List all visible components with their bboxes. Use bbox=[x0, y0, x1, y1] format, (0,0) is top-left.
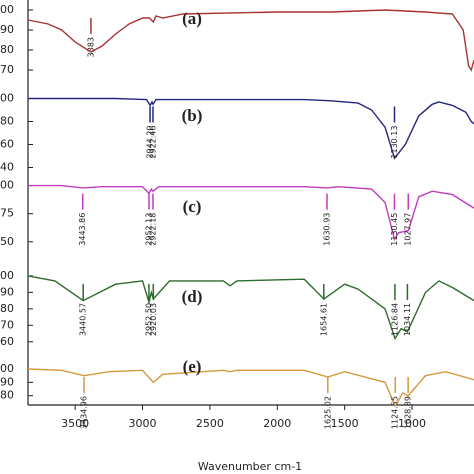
x-tick-label: 1000 bbox=[398, 417, 426, 430]
peak-label: 1027.97 bbox=[404, 213, 413, 246]
x-tick-label: 1500 bbox=[331, 417, 359, 430]
spectrum-line bbox=[27, 275, 474, 341]
panel-label: (d) bbox=[182, 287, 203, 306]
y-tick-label: 90 bbox=[0, 375, 14, 388]
x-tick-label: 2500 bbox=[196, 417, 224, 430]
spectrum-line bbox=[27, 9, 474, 72]
panel-label: (b) bbox=[182, 106, 203, 125]
panel-label: (e) bbox=[183, 357, 202, 376]
peak-label: 3383 bbox=[86, 37, 95, 57]
peak-label: 1028.89 bbox=[404, 396, 413, 429]
peak-label: 1625.02 bbox=[323, 396, 332, 429]
y-tick-label: 75 bbox=[0, 207, 14, 220]
peak-label: 1124.55 bbox=[391, 396, 400, 429]
y-tick-label: 40 bbox=[0, 161, 14, 174]
peak-label: 2922.46 bbox=[148, 126, 157, 159]
y-tick-label: 90 bbox=[0, 23, 14, 36]
spectrum-line bbox=[28, 184, 474, 242]
panel-label: (c) bbox=[183, 197, 202, 216]
peak-label: 1034.11 bbox=[403, 303, 412, 336]
peak-label: 3440.57 bbox=[79, 303, 88, 336]
peak-label: 2944.20 bbox=[146, 126, 155, 159]
peak-label: 3443.86 bbox=[78, 213, 87, 246]
panel-label: (a) bbox=[182, 9, 202, 28]
peak-label: 1130.13 bbox=[390, 126, 399, 159]
y-tick-label: 70 bbox=[0, 63, 14, 76]
y-tick-label: 100 bbox=[0, 179, 14, 192]
y-tick-label: 90 bbox=[0, 285, 14, 298]
spectrum-line bbox=[28, 97, 474, 160]
y-tick-label: 80 bbox=[0, 43, 14, 56]
y-tick-label: 100 bbox=[0, 3, 14, 16]
y-tick-label: 80 bbox=[0, 389, 14, 402]
x-axis-title: Wavenumber cm-1 bbox=[198, 460, 302, 473]
spectrum-line bbox=[27, 368, 474, 408]
x-tick-label: 3500 bbox=[61, 417, 89, 430]
y-tick-label: 100 bbox=[0, 92, 14, 105]
peak-label: 1130.45 bbox=[390, 213, 399, 246]
y-tick-label: 100 bbox=[0, 362, 14, 375]
x-tick-label: 3000 bbox=[129, 417, 157, 430]
y-tick-label: 80 bbox=[0, 115, 14, 128]
y-tick-label: 60 bbox=[0, 335, 14, 348]
peak-label: 2920.03 bbox=[149, 303, 158, 336]
y-tick-label: 70 bbox=[0, 318, 14, 331]
peak-label: 2952.13 bbox=[144, 213, 153, 246]
peak-label: 2922.18 bbox=[149, 213, 158, 246]
peak-label: 2952.50 bbox=[144, 303, 153, 336]
peak-label: 1630.93 bbox=[323, 213, 332, 246]
y-tick-label: 80 bbox=[0, 302, 14, 315]
y-tick-label: 100 bbox=[0, 269, 14, 282]
peak-label: 3434.96 bbox=[79, 396, 88, 429]
y-tick-label: 60 bbox=[0, 138, 14, 151]
peak-label: 1654.61 bbox=[319, 303, 328, 336]
y-tick-label: 50 bbox=[0, 235, 14, 248]
peak-label: 1126.84 bbox=[390, 303, 399, 336]
x-tick-label: 2000 bbox=[263, 417, 291, 430]
